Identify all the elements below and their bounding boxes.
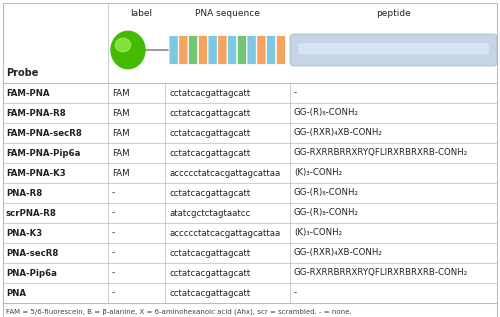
Text: FAM-PNA-K3: FAM-PNA-K3 bbox=[6, 169, 66, 178]
Text: accccctatcacgattagcattaa: accccctatcacgattagcattaa bbox=[169, 229, 280, 237]
Text: -: - bbox=[112, 209, 115, 217]
FancyBboxPatch shape bbox=[276, 36, 285, 64]
Ellipse shape bbox=[111, 31, 145, 69]
Text: PNA-R8: PNA-R8 bbox=[6, 189, 42, 197]
Text: -: - bbox=[112, 229, 115, 237]
Text: FAM-PNA-R8: FAM-PNA-R8 bbox=[6, 108, 66, 118]
Text: PNA-secR8: PNA-secR8 bbox=[6, 249, 59, 257]
Text: FAM: FAM bbox=[112, 169, 130, 178]
FancyBboxPatch shape bbox=[218, 36, 227, 64]
FancyBboxPatch shape bbox=[257, 36, 266, 64]
Text: cctatcacgattagcatt: cctatcacgattagcatt bbox=[169, 189, 250, 197]
Text: -: - bbox=[112, 268, 115, 277]
Text: (K)₃-CONH₂: (K)₃-CONH₂ bbox=[294, 169, 342, 178]
FancyBboxPatch shape bbox=[198, 36, 207, 64]
Text: FAM-PNA: FAM-PNA bbox=[6, 88, 50, 98]
Text: cctatcacgattagcatt: cctatcacgattagcatt bbox=[169, 288, 250, 297]
FancyBboxPatch shape bbox=[228, 36, 237, 64]
Text: cctatcacgattagcatt: cctatcacgattagcatt bbox=[169, 268, 250, 277]
Text: (K)₃-CONH₂: (K)₃-CONH₂ bbox=[294, 229, 342, 237]
Text: scrPNA-R8: scrPNA-R8 bbox=[6, 209, 57, 217]
FancyBboxPatch shape bbox=[290, 34, 497, 66]
Text: FAM: FAM bbox=[112, 108, 130, 118]
Text: accccctatcacgattagcattaa: accccctatcacgattagcattaa bbox=[169, 169, 280, 178]
Text: cctatcacgattagcatt: cctatcacgattagcatt bbox=[169, 249, 250, 257]
Text: -: - bbox=[294, 88, 297, 98]
Text: FAM: FAM bbox=[112, 88, 130, 98]
Text: GG-(R)₈-CONH₂: GG-(R)₈-CONH₂ bbox=[294, 209, 359, 217]
Text: PNA-Pip6a: PNA-Pip6a bbox=[6, 268, 57, 277]
Text: -: - bbox=[112, 288, 115, 297]
Text: -: - bbox=[112, 189, 115, 197]
Text: FAM: FAM bbox=[112, 128, 130, 138]
Text: cctatcacgattagcatt: cctatcacgattagcatt bbox=[169, 128, 250, 138]
Text: Probe: Probe bbox=[6, 68, 38, 78]
Text: cctatcacgattagcatt: cctatcacgattagcatt bbox=[169, 88, 250, 98]
Text: GG-(R)₈-CONH₂: GG-(R)₈-CONH₂ bbox=[294, 189, 359, 197]
Text: PNA sequence: PNA sequence bbox=[195, 9, 260, 18]
FancyBboxPatch shape bbox=[298, 43, 489, 55]
Text: label: label bbox=[130, 9, 152, 18]
FancyBboxPatch shape bbox=[238, 36, 246, 64]
Text: FAM: FAM bbox=[112, 148, 130, 158]
FancyBboxPatch shape bbox=[179, 36, 188, 64]
Text: -: - bbox=[294, 288, 297, 297]
Text: GG-(R)₈-CONH₂: GG-(R)₈-CONH₂ bbox=[294, 108, 359, 118]
Text: GG-RXRRBRRXRYQFLIRXRBRXRB-CONH₂: GG-RXRRBRRXRYQFLIRXRBRXRB-CONH₂ bbox=[294, 148, 468, 158]
Text: FAM-PNA-Pip6a: FAM-PNA-Pip6a bbox=[6, 148, 80, 158]
FancyBboxPatch shape bbox=[208, 36, 217, 64]
FancyBboxPatch shape bbox=[169, 36, 178, 64]
FancyBboxPatch shape bbox=[247, 36, 256, 64]
Ellipse shape bbox=[116, 38, 130, 52]
FancyBboxPatch shape bbox=[188, 36, 198, 64]
Text: peptide: peptide bbox=[376, 9, 411, 18]
Text: atatcgctctagtaatcc: atatcgctctagtaatcc bbox=[169, 209, 250, 217]
Text: -: - bbox=[112, 249, 115, 257]
Text: PNA-K3: PNA-K3 bbox=[6, 229, 42, 237]
Text: GG-RXRRBRRXRYQFLIRXRBRXRB-CONH₂: GG-RXRRBRRXRYQFLIRXRBRXRB-CONH₂ bbox=[294, 268, 468, 277]
Text: PNA: PNA bbox=[6, 288, 26, 297]
Text: GG-(RXR)₄XB-CONH₂: GG-(RXR)₄XB-CONH₂ bbox=[294, 249, 383, 257]
Text: GG-(RXR)₄XB-CONH₂: GG-(RXR)₄XB-CONH₂ bbox=[294, 128, 383, 138]
FancyBboxPatch shape bbox=[266, 36, 276, 64]
Text: cctatcacgattagcatt: cctatcacgattagcatt bbox=[169, 108, 250, 118]
Text: FAM = 5/6-fluorescein, B = β-alanine, X = 6-aminohexanoic acid (Ahx), scr = scra: FAM = 5/6-fluorescein, B = β-alanine, X … bbox=[6, 309, 352, 315]
Text: FAM-PNA-secR8: FAM-PNA-secR8 bbox=[6, 128, 82, 138]
Text: cctatcacgattagcatt: cctatcacgattagcatt bbox=[169, 148, 250, 158]
